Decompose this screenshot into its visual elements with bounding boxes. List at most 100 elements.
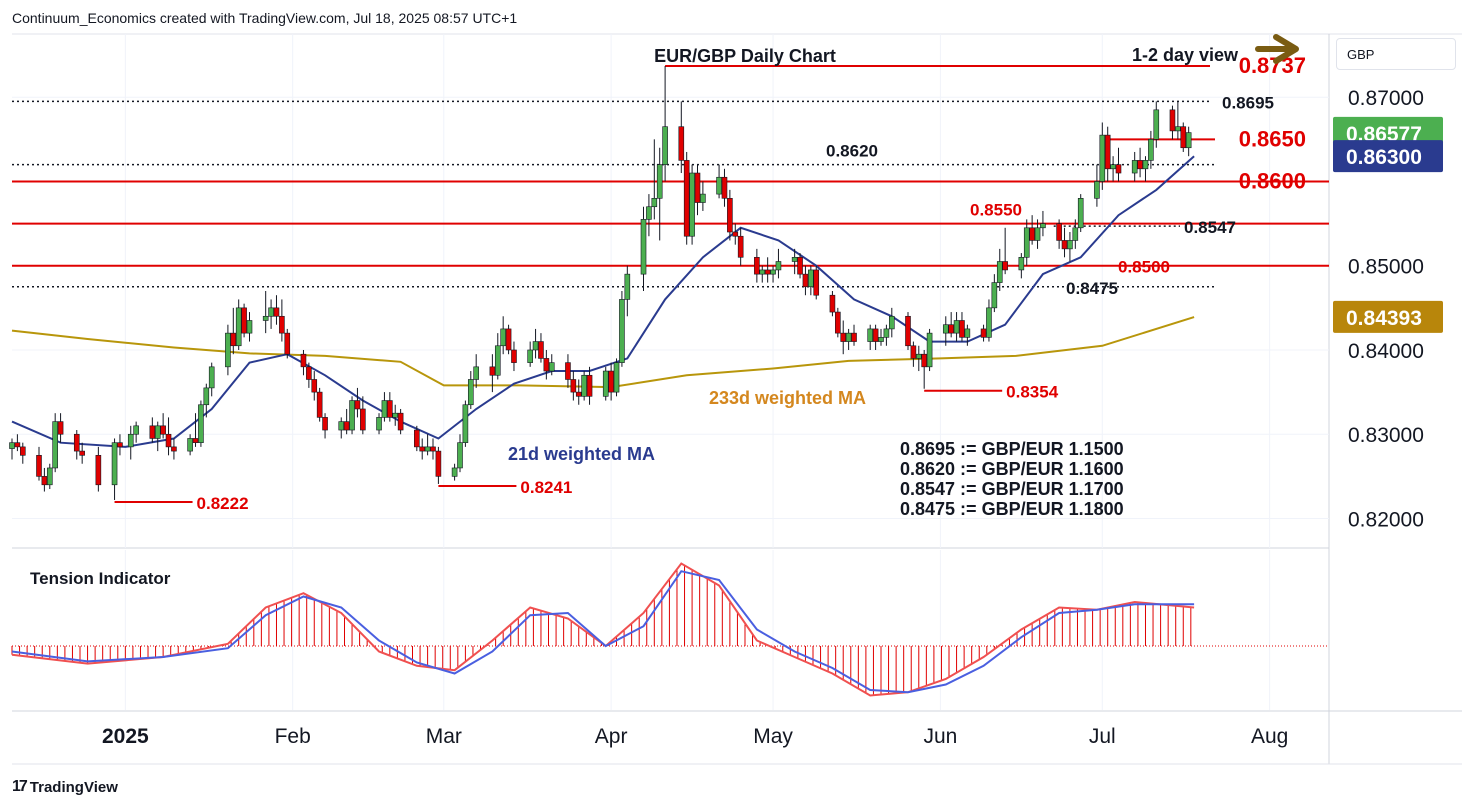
- candle-body-143: [1110, 164, 1116, 170]
- candle-body-129: [1002, 261, 1008, 271]
- tension-signal-line: [11, 570, 1195, 694]
- candle-body-130: [1018, 256, 1025, 271]
- candle-body-132: [1029, 227, 1035, 241]
- candle-body-44: [360, 408, 366, 431]
- candle-body-102: [802, 273, 809, 288]
- candle-body-114: [888, 315, 895, 330]
- candle-body-118: [921, 353, 927, 368]
- level-label-6: 0.8547: [1184, 218, 1236, 237]
- candlesticks: [9, 66, 1192, 500]
- candle-body-75: [602, 370, 609, 397]
- candle-body-79: [624, 273, 631, 300]
- candle-body-56: [457, 442, 463, 469]
- candle-body-9: [79, 450, 85, 456]
- time-tick-2: Mar: [426, 725, 462, 748]
- candle-body-151: [1175, 126, 1181, 132]
- candle-body-8: [73, 433, 80, 452]
- candle-body-72: [575, 391, 582, 397]
- candle-body-134: [1040, 223, 1046, 229]
- candle-body-150: [1169, 109, 1176, 132]
- candle-body-133: [1034, 227, 1041, 241]
- candle-body-113: [883, 328, 890, 338]
- candle-body-100: [791, 256, 798, 262]
- candle-body-131: [1023, 227, 1030, 258]
- candle-body-107: [840, 332, 847, 342]
- low-label-1: 0.8241: [520, 478, 572, 497]
- candle-body-68: [543, 358, 550, 372]
- candle-body-126: [986, 307, 992, 338]
- candle-body-4: [41, 476, 48, 486]
- candle-body-92: [727, 198, 733, 233]
- level-label-4: 0.8600: [1239, 168, 1306, 193]
- low-markers: 0.8222 0.8241 0.8354: [114, 383, 1059, 513]
- candle-body-106: [835, 311, 841, 334]
- candle-body-18: [165, 433, 172, 448]
- candle-body-98: [770, 269, 776, 275]
- candle-body-148: [1148, 139, 1154, 161]
- candle-body-104: [813, 269, 820, 296]
- ma233-line: [11, 316, 1195, 389]
- conversion-0: 0.8695 := GBP/EUR 1.1500: [900, 439, 1124, 459]
- candle-body-21: [192, 438, 199, 443]
- candle-body-29: [246, 320, 253, 334]
- candle-body-28: [241, 307, 247, 334]
- candle-body-54: [435, 450, 442, 477]
- candle-body-146: [1137, 160, 1143, 170]
- candle-body-35: [300, 353, 307, 368]
- candle-body-97: [764, 269, 771, 275]
- candle-body-99: [775, 261, 782, 271]
- candle-body-5: [46, 467, 53, 486]
- candle-body-86: [683, 160, 690, 237]
- candle-body-80: [640, 219, 647, 275]
- candle-body-82: [651, 198, 658, 208]
- candle-body-124: [964, 328, 971, 338]
- candle-body-135: [1056, 223, 1062, 241]
- candle-body-77: [613, 362, 620, 393]
- candle-body-101: [797, 256, 803, 275]
- candle-body-136: [1061, 240, 1068, 250]
- currency-scale-box[interactable]: GBP: [1336, 38, 1456, 70]
- chart-title: EUR/GBP Daily Chart: [654, 46, 836, 66]
- candle-body-38: [316, 391, 323, 418]
- footer-brand[interactable]: 17 TradingView: [12, 778, 118, 796]
- tension-indicator: [11, 562, 1329, 697]
- candle-body-69: [548, 362, 555, 372]
- candle-body-112: [878, 337, 884, 342]
- ma21-line: [11, 155, 1195, 448]
- candle-body-59: [473, 366, 479, 380]
- time-tick-0: 2025: [102, 725, 149, 748]
- candle-body-3: [36, 455, 42, 477]
- candle-body-20: [187, 438, 193, 452]
- candle-body-123: [959, 320, 965, 338]
- price-tick-3: 0.83000: [1348, 424, 1424, 447]
- candle-body-137: [1067, 240, 1073, 250]
- time-tick-5: Jun: [923, 725, 957, 748]
- candle-body-119: [926, 332, 933, 368]
- candle-body-2: [19, 446, 26, 456]
- candle-body-33: [279, 315, 285, 334]
- price-tick-4: 0.82000: [1348, 509, 1424, 532]
- price-badge-1: [1333, 140, 1443, 173]
- candle-body-140: [1094, 181, 1100, 199]
- candle-body-41: [343, 421, 350, 431]
- candle-body-34: [284, 332, 291, 355]
- candle-body-83: [656, 164, 663, 199]
- candle-body-153: [1185, 132, 1192, 149]
- candle-body-142: [1104, 134, 1111, 170]
- level-label-7: 0.8500: [1118, 258, 1170, 277]
- candle-body-0: [9, 442, 15, 449]
- candle-body-1: [14, 442, 21, 448]
- candle-body-87: [689, 172, 695, 237]
- candle-body-50: [414, 429, 420, 448]
- candle-body-65: [527, 349, 533, 363]
- candle-body-116: [910, 345, 917, 359]
- candle-body-145: [1131, 160, 1138, 174]
- candle-body-70: [565, 362, 571, 380]
- candle-body-117: [915, 353, 922, 359]
- level-label-2: 0.8650: [1239, 126, 1306, 151]
- candle-body-42: [349, 400, 355, 431]
- candle-body-64: [511, 349, 517, 363]
- price-badge-label-1: 0.86300: [1346, 146, 1422, 169]
- candle-body-48: [392, 412, 399, 418]
